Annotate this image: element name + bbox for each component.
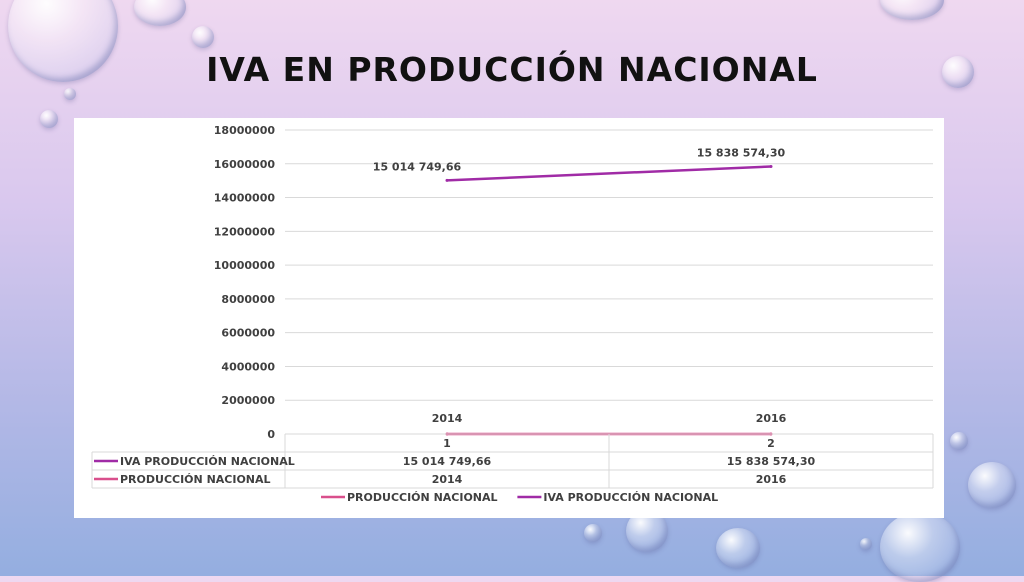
y-tick-label: 10000000 <box>214 259 276 272</box>
category-label: 2014 <box>432 412 463 425</box>
y-tick-label: 16000000 <box>214 158 276 171</box>
category-label: 2016 <box>756 412 787 425</box>
data-label: 15 014 749,66 <box>373 160 462 173</box>
slide-title: IVA EN PRODUCCIÓN NACIONAL <box>0 50 1024 89</box>
water-drop-decoration <box>880 512 960 582</box>
table-cell: 2016 <box>756 473 787 486</box>
y-tick-label: 18000000 <box>214 124 276 137</box>
y-tick-label: 14000000 <box>214 192 276 205</box>
series-line <box>447 167 771 181</box>
table-series-name: PRODUCCIÓN NACIONAL <box>120 473 271 486</box>
water-drop-decoration <box>134 0 186 26</box>
water-drop-decoration <box>584 524 602 542</box>
water-drop-decoration <box>40 110 58 128</box>
table-header-cell: 2 <box>767 437 775 450</box>
water-drop-decoration <box>64 88 76 100</box>
table-header-cell: 1 <box>443 437 451 450</box>
water-drop-decoration <box>860 538 872 550</box>
legend-label: PRODUCCIÓN NACIONAL <box>347 491 498 504</box>
table-series-name: IVA PRODUCCIÓN NACIONAL <box>120 455 295 468</box>
legend-label: IVA PRODUCCIÓN NACIONAL <box>543 491 718 504</box>
data-point <box>446 179 449 182</box>
water-drop-decoration <box>968 462 1016 508</box>
y-tick-label: 12000000 <box>214 225 276 238</box>
y-tick-label: 2000000 <box>221 394 275 407</box>
water-drop-decoration <box>192 26 214 48</box>
line-chart: 0200000040000006000000800000010000000120… <box>74 118 944 518</box>
y-tick-label: 4000000 <box>221 360 275 373</box>
data-point <box>770 165 773 168</box>
y-tick-label: 8000000 <box>221 293 275 306</box>
table-cell: 15 838 574,30 <box>727 455 816 468</box>
table-cell: 2014 <box>432 473 463 486</box>
water-drop-decoration <box>716 528 760 568</box>
water-drop-decoration <box>880 0 944 20</box>
table-cell: 15 014 749,66 <box>403 455 492 468</box>
water-drop-decoration <box>950 432 968 450</box>
y-tick-label: 6000000 <box>221 327 275 340</box>
data-label: 15 838 574,30 <box>697 147 786 160</box>
y-tick-label: 0 <box>267 428 275 441</box>
